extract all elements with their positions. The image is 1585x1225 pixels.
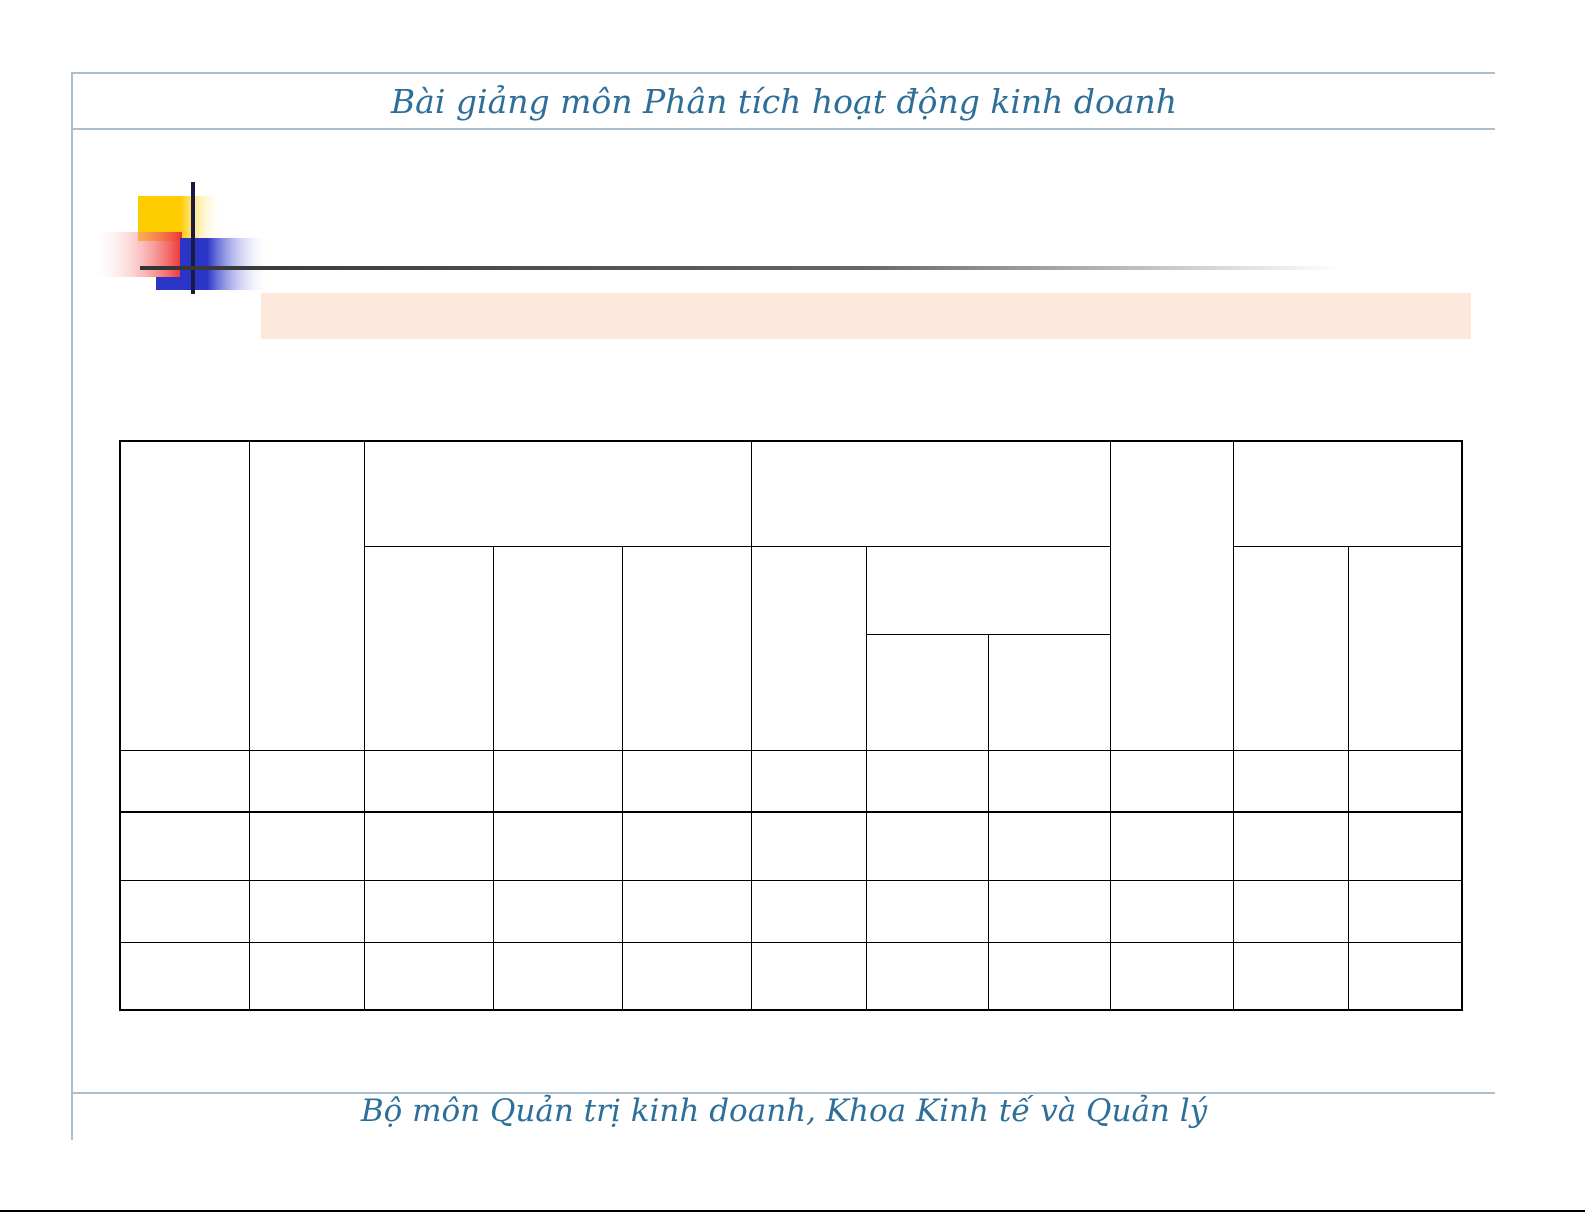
table-cell xyxy=(364,750,494,812)
table-cell xyxy=(751,750,867,812)
table-cell xyxy=(120,811,250,881)
table-cell xyxy=(988,942,1111,1011)
table-header-cell xyxy=(866,634,989,751)
table-cell xyxy=(493,880,623,943)
table-header-cell xyxy=(988,634,1111,751)
left-frame-line xyxy=(71,72,73,1140)
table-cell xyxy=(120,750,250,812)
logo-blue-bar xyxy=(156,277,196,290)
table-cell xyxy=(622,750,752,812)
table-cell xyxy=(622,880,752,943)
table-header-cell xyxy=(364,546,494,751)
table-cell xyxy=(364,811,494,881)
table-cell xyxy=(364,942,494,1011)
table-cell xyxy=(988,880,1111,943)
table-cell xyxy=(1233,880,1349,943)
table-cell xyxy=(493,750,623,812)
table-cell xyxy=(1110,750,1234,812)
table-cell xyxy=(120,880,250,943)
table-header-cell xyxy=(249,441,365,751)
slide-header-title: Bài giảng môn Phân tích hoạt động kinh d… xyxy=(390,82,1178,121)
slide-footer-title: Bộ môn Quản trị kinh doanh, Khoa Kinh tế… xyxy=(360,1093,1208,1129)
page-bottom-line xyxy=(0,1210,1585,1212)
table-cell xyxy=(1110,811,1234,881)
table-cell xyxy=(866,942,989,1011)
header-bottom-line xyxy=(71,128,1495,130)
table-cell xyxy=(1110,880,1234,943)
table-header-cell xyxy=(364,441,752,547)
table-cell xyxy=(1348,942,1463,1011)
table-cell xyxy=(866,811,989,881)
table-cell xyxy=(751,942,867,1011)
table-cell xyxy=(1110,942,1234,1011)
table-cell xyxy=(1233,750,1349,812)
table-cell xyxy=(866,880,989,943)
table-cell xyxy=(493,811,623,881)
table-cell xyxy=(249,811,365,881)
table-cell xyxy=(1348,811,1463,881)
table-header-cell xyxy=(622,546,752,751)
slide-title-band xyxy=(261,293,1471,339)
table-header-cell xyxy=(1348,546,1463,751)
table-cell xyxy=(249,750,365,812)
table-cell xyxy=(493,942,623,1011)
table-header-cell xyxy=(1110,441,1234,751)
table-header-cell xyxy=(120,441,250,751)
table-cell xyxy=(751,880,867,943)
table-cell xyxy=(988,811,1111,881)
slide-logo-decoration xyxy=(90,182,270,294)
logo-vertical-bar xyxy=(191,182,195,294)
table-cell xyxy=(1233,811,1349,881)
table-cell xyxy=(1233,942,1349,1011)
table-cell xyxy=(120,942,250,1011)
table-cell xyxy=(1348,880,1463,943)
footer-top-line xyxy=(71,1092,1495,1094)
title-rule xyxy=(140,266,1340,270)
table-header-cell xyxy=(1233,441,1463,547)
table-header-cell xyxy=(493,546,623,751)
table-cell xyxy=(622,811,752,881)
table-header-cell xyxy=(866,546,1111,635)
logo-red-square xyxy=(90,232,182,277)
table-cell xyxy=(866,750,989,812)
table-cell xyxy=(988,750,1111,812)
table-cell xyxy=(249,880,365,943)
table-header-cell xyxy=(751,441,1111,547)
table-header-cell xyxy=(1233,546,1349,751)
table-cell xyxy=(364,880,494,943)
table-cell xyxy=(249,942,365,1011)
table-header-cell xyxy=(751,546,867,751)
table-cell xyxy=(751,811,867,881)
header-top-line xyxy=(71,72,1495,74)
table-cell xyxy=(1348,750,1463,812)
table-cell xyxy=(622,942,752,1011)
